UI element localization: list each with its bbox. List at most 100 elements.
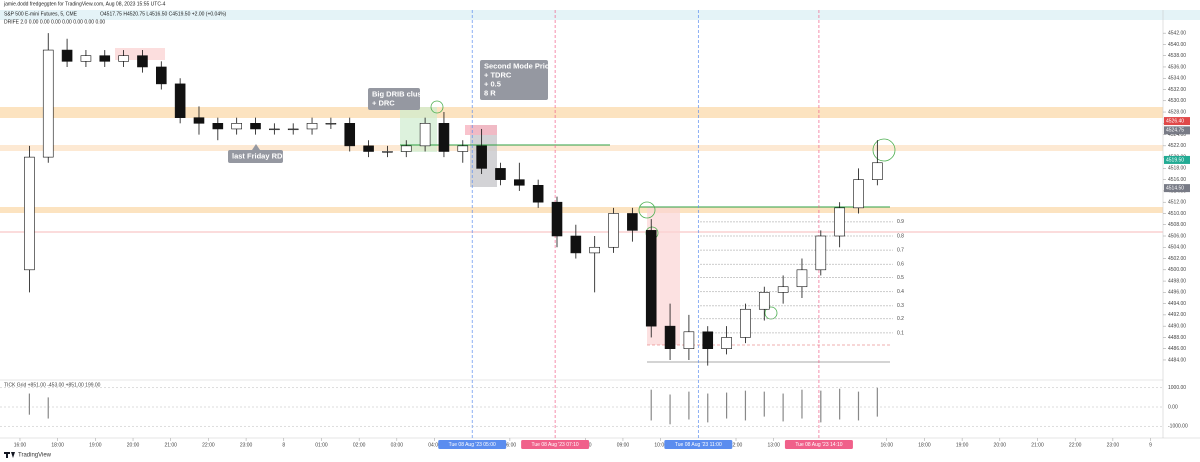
candle-body [306, 123, 318, 130]
candle-body [42, 49, 54, 158]
price-tag-label: 4519.50 [1166, 157, 1184, 163]
candle-body [344, 123, 356, 147]
annotation-text: + 0.5 [484, 79, 501, 88]
y-tick-label: 4492.00 [1168, 312, 1186, 318]
price-tag [1164, 155, 1190, 164]
candle-body [212, 123, 224, 130]
candle-body [231, 123, 242, 130]
marker-label: Tue 08 Aug '23 11:00 [675, 442, 722, 448]
price-tag-label: 4524.75 [1166, 128, 1184, 134]
candle-body [551, 201, 563, 237]
symbol: S&P 500 E-mini Futures, 5, CME [4, 11, 78, 17]
y-tick-label: 4538.00 [1168, 53, 1186, 59]
annotation-text: 8 R [484, 88, 496, 97]
y-tick-label: 4498.00 [1168, 278, 1186, 284]
zone [465, 125, 497, 135]
candle-body [815, 235, 827, 271]
tick-y-label: -1000.00 [1168, 424, 1188, 430]
y-tick-label: 4524.00 [1168, 132, 1186, 138]
y-tick-label: 4542.00 [1168, 30, 1186, 36]
circle [430, 100, 444, 114]
y-tick-label: 4530.00 [1168, 98, 1186, 104]
fib-label: 0.8 [897, 233, 904, 239]
x-tick-label: 02:00 [353, 442, 366, 448]
price-tag [1164, 126, 1190, 135]
candle-body [627, 213, 638, 231]
fib-label: 0.9 [897, 219, 904, 225]
annotation-text: + TDRC [484, 70, 512, 79]
candle-body [269, 128, 280, 131]
candle-body [193, 117, 205, 124]
ohlc: O4517.75 H4520.75 L4516.50 C4519.50 +2.0… [100, 11, 227, 17]
candle-body [438, 123, 450, 152]
y-tick-label: 4528.00 [1168, 109, 1186, 115]
marker-label: Tue 08 Aug '23 14:10 [795, 442, 842, 448]
candle-body [702, 331, 714, 349]
x-tick-label: 21:00 [164, 442, 177, 448]
tick-pane-title: TICK Grid +851.00 -453.00 +851.00 199.00 [4, 382, 101, 388]
candle-body [118, 55, 129, 62]
y-tick-label: 4504.00 [1168, 245, 1186, 251]
y-tick-label: 4522.00 [1168, 143, 1186, 149]
candle-body [664, 325, 676, 349]
price-tag [1164, 184, 1190, 193]
x-tick-label: 09:00 [617, 442, 630, 448]
y-tick-label: 4502.00 [1168, 256, 1186, 262]
x-tick-label: 20:00 [127, 442, 140, 448]
tick-y-label: 1000.00 [1168, 385, 1186, 391]
candle-body [872, 162, 883, 180]
candle-body [250, 123, 261, 130]
y-tick-label: 4534.00 [1168, 76, 1186, 82]
candle-body [457, 145, 469, 152]
indicator: DRIFE 2.0 0.00 0.00 0.00 0.00 0.00 0.00 … [4, 19, 105, 25]
candle-body [796, 269, 808, 288]
y-tick-label: 4512.00 [1168, 200, 1186, 206]
y-tick-label: 4518.00 [1168, 166, 1186, 172]
zone [0, 107, 1163, 118]
y-tick-label: 4488.00 [1168, 335, 1186, 341]
candle-body [155, 66, 167, 85]
candle-body [608, 213, 619, 248]
circle [638, 201, 656, 219]
y-tick-label: 4484.00 [1168, 357, 1186, 363]
y-tick-label: 4496.00 [1168, 290, 1186, 296]
x-tick-label: 18:00 [918, 442, 931, 448]
marker-tag [664, 440, 733, 449]
x-tick-label: 22:00 [202, 442, 215, 448]
fib-label: 0.5 [897, 275, 904, 281]
x-tick-label: 10:00 [654, 442, 667, 448]
zone [0, 145, 1163, 151]
candle-body [325, 123, 337, 125]
candle-body [589, 246, 600, 254]
price-tag-label: 4526.40 [1166, 118, 1184, 124]
x-tick-label: 06:00 [504, 442, 517, 448]
candle-body [758, 292, 770, 310]
x-tick-label: 01:00 [315, 442, 328, 448]
author: jamie.dodd fredgeggten for TradingView.c… [3, 1, 166, 7]
candle-body [570, 235, 582, 254]
x-tick-label: 12:00 [730, 442, 743, 448]
y-tick-label: 4486.00 [1168, 346, 1186, 352]
fib-label: 0.3 [897, 303, 904, 309]
candle-body [400, 145, 412, 152]
marker-label: Tue 08 Aug '23 05:00 [449, 442, 496, 448]
x-tick-label: 03:00 [391, 442, 404, 448]
y-tick-label: 4536.00 [1168, 64, 1186, 70]
y-tick-label: 4508.00 [1168, 222, 1186, 228]
x-tick-label: 04:00 [428, 442, 441, 448]
x-tick-label: 8 [282, 442, 285, 448]
candle-body [777, 286, 789, 293]
candle-body [834, 207, 845, 237]
x-tick-label: 20:00 [994, 442, 1007, 448]
y-tick-label: 4506.00 [1168, 233, 1186, 239]
annotation-box [368, 88, 420, 110]
x-tick-label: 16:00 [881, 442, 894, 448]
zone [0, 207, 1163, 213]
fib-label: 0.1 [897, 330, 904, 336]
candle-body [683, 331, 695, 349]
marker-tag [784, 440, 853, 449]
fib-label: 0.7 [897, 247, 904, 253]
fib-label: 0.2 [897, 316, 904, 322]
